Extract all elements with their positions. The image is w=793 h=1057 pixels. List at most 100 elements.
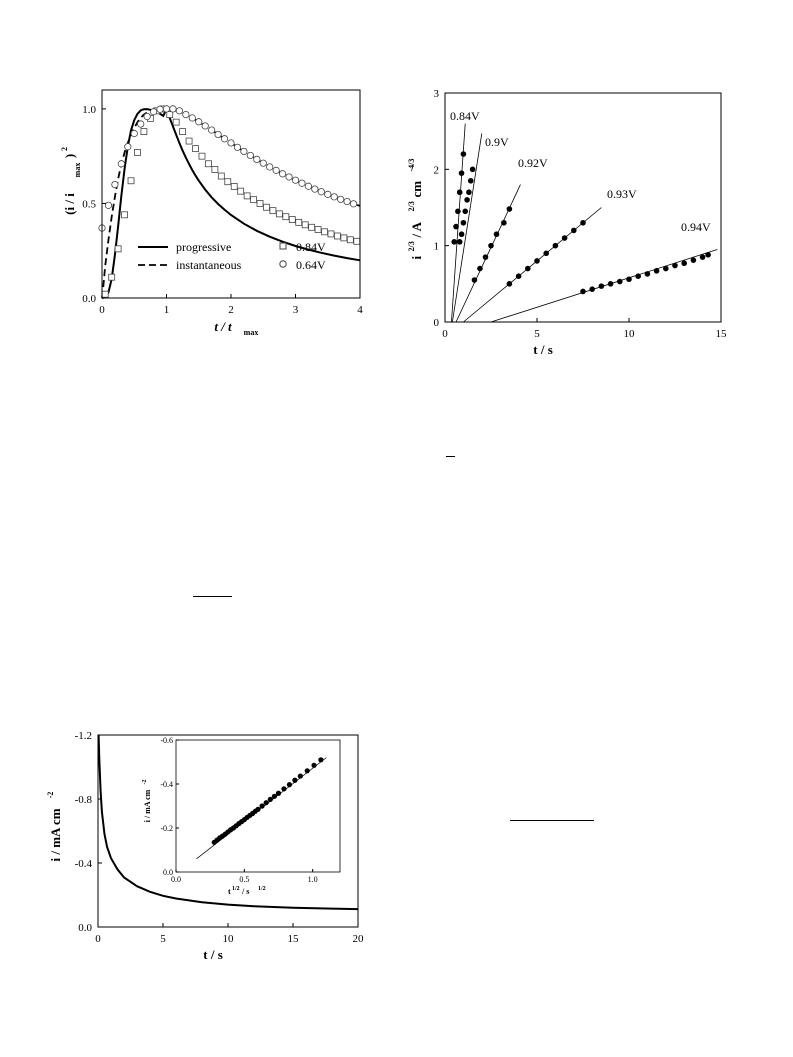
c1-legend-label-instantaneous: instantaneous [176, 258, 242, 272]
c1-point-0.64V [201, 122, 209, 130]
c2-point-0.93V [571, 227, 577, 234]
c3-inset-x-axis-label: t [228, 887, 231, 896]
c1-point-0.64V [343, 197, 351, 206]
c3-y-tick-label: -0.4 [75, 858, 93, 870]
c1-point-0.64V [266, 163, 274, 171]
chart-current-decay: 0 5 10 15 200.0-0.4-0.8-1.2t / si / mA cm-2 … [46, 730, 364, 962]
c3-inset-y-axis-label: i / mA cm [143, 789, 152, 822]
c2-point-0.93V [525, 265, 531, 272]
c1-point-0.84V [243, 192, 251, 200]
c1-legend-label-progressive: progressive [176, 240, 231, 254]
c1-point-0.64V [259, 159, 267, 167]
c3-x-axis-label: t / s [203, 947, 223, 962]
c1-point-0.64V [253, 155, 261, 163]
c1-point-0.64V [285, 173, 293, 181]
c2-point-0.94V [589, 286, 595, 292]
c1-point-0.64V [195, 118, 203, 126]
c1-legend-label-084: 0.84V [296, 240, 326, 254]
c3-inset-x-tick-label: 1.0 [308, 875, 318, 884]
c2-series-label-0.93V: 0.93V [607, 187, 637, 201]
c1-point-0.84V [211, 166, 219, 173]
c2-point-0.94V [663, 265, 669, 272]
c2-x-tick-label: 0 [442, 328, 448, 340]
c3-x-tick-label: 5 [160, 933, 166, 945]
c2-point-0.9V [467, 177, 474, 184]
c1-point-0.84V [127, 177, 135, 185]
chart-i23-vs-time: 0.84V 0.9V 0.92V 0.93V 0.94V 0 5 10 15 0 1 2 3 t / s… [407, 88, 728, 357]
c1-point-0.84V [185, 137, 193, 145]
c3-x-tick-label: 15 [288, 933, 300, 945]
c1-point-0.64V [104, 201, 113, 209]
chart-normalized-transient: 0 1 2 3 4 0.0 0.5 1.0 progressive instantaneous 0.… [60, 89, 363, 337]
c2-y-axis-label-group: i 2/3 / A 2/3 cm -4/3 [407, 159, 424, 260]
c2-point-0.9V [462, 208, 469, 215]
c2-fit-line-0.9V [451, 133, 483, 323]
c2-x-tick-label: 15 [716, 328, 728, 340]
c3-y-tick-label: -1.2 [75, 730, 92, 742]
c1-point-0.64V [156, 105, 164, 113]
c1-point-0.64V [143, 112, 151, 121]
c2-point-0.9V [464, 197, 470, 203]
c1-legend-swatch-084 [279, 242, 287, 250]
c1-point-0.64V [150, 108, 158, 116]
c2-point-0.94V [644, 271, 651, 277]
c2-point-0.93V [552, 242, 559, 249]
c1-y-axis-label: (i / i [62, 193, 77, 215]
c1-point-0.64V [214, 130, 222, 139]
c1-point-0.84V [121, 211, 128, 219]
c2-series-label-0.9V: 0.9V [485, 135, 509, 149]
c3-inset-point [255, 806, 261, 812]
c2-point-0.94V [607, 281, 614, 287]
c1-point-0.84V [108, 273, 116, 281]
c3-inset-x-tick-label: 0.0 [171, 875, 181, 884]
c3-inset-x-axis-label-group: t 1/2 / s 1/2 [228, 886, 266, 896]
c2-y-axis-label-sup2: 2/3 [407, 201, 416, 211]
c2-point-0.84V [455, 208, 461, 215]
c2-point-0.92V [471, 277, 478, 283]
c3-inset-y-tick-label: 0.0 [163, 868, 173, 877]
c3-inset-point [318, 757, 324, 763]
c2-point-0.84V [451, 239, 457, 245]
c1-point-0.64V [117, 160, 125, 168]
c2-point-0.93V [561, 235, 568, 241]
c2-y-axis-label-sup1: 2/3 [407, 241, 416, 251]
c1-y-tick-label: 0.5 [82, 198, 96, 210]
c2-point-0.93V [506, 281, 513, 287]
c1-point-0.84V [256, 200, 264, 207]
c2-point-0.92V [506, 206, 513, 212]
c1-point-0.64V [298, 179, 306, 187]
c1-point-0.84V [334, 232, 341, 240]
c1-y-axis-label-close: ) [62, 154, 77, 158]
c1-point-0.84V [321, 228, 328, 236]
c2-y-axis-label: i [409, 256, 424, 260]
c2-point-0.9V [456, 239, 463, 245]
c2-point-0.84V [453, 223, 459, 230]
c3-inset-y-tick-label: -0.2 [160, 824, 173, 833]
page-rule-3 [510, 820, 594, 821]
c1-point-0.64V [272, 166, 280, 174]
c1-x-tick-label: 2 [228, 304, 234, 316]
c3-inset-point [311, 762, 317, 768]
c1-point-0.84V [288, 216, 296, 223]
c3-inset-point [304, 768, 310, 774]
c1-point-0.84V [224, 178, 232, 186]
c2-fit-line-0.93V [463, 207, 602, 323]
c1-y-tick-label: 0.0 [82, 293, 96, 305]
c2-point-0.84V [460, 151, 467, 157]
c3-y-axis-label-sup: -2 [46, 792, 55, 799]
c1-point-0.84V [179, 128, 187, 135]
c1-x-tick-label: 0 [99, 304, 105, 316]
c1-y-axis-label-group: (i / i max) 2 [60, 147, 82, 215]
c3-y-tick-label: 0.0 [78, 922, 92, 934]
c1-x-axis-label: t / t [214, 319, 232, 334]
c1-point-0.84V [295, 218, 303, 226]
c1-point-0.84V [230, 183, 238, 190]
c3-inset-x-axis-label-mid: / s [241, 887, 249, 896]
c3-inset-x-axis-label-sup1: 1/2 [232, 886, 240, 892]
c1-x-tick-label: 1 [164, 304, 170, 316]
c3-y-axis-label: i / mA cm [48, 808, 63, 861]
c3-inset-y-tick-label: -0.6 [160, 736, 173, 745]
c1-point-0.64V [162, 105, 171, 113]
c2-point-0.9V [460, 219, 467, 226]
c1-point-0.84V [340, 234, 348, 242]
